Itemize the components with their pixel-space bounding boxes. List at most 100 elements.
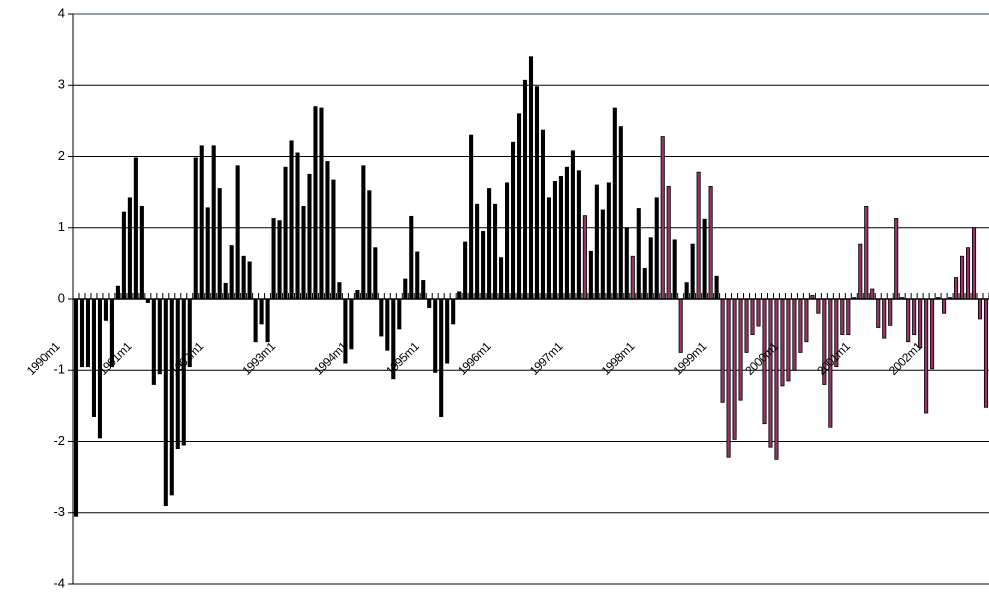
bar bbox=[528, 56, 534, 300]
bar bbox=[858, 243, 863, 300]
y-tick-label: 3 bbox=[58, 77, 65, 92]
bar bbox=[289, 140, 294, 300]
bar bbox=[636, 208, 641, 300]
bar bbox=[217, 188, 222, 300]
bar bbox=[732, 298, 737, 440]
bar bbox=[469, 134, 474, 300]
y-tick-label: -4 bbox=[53, 575, 65, 590]
bar bbox=[79, 298, 85, 368]
bar bbox=[169, 298, 174, 496]
bar bbox=[361, 165, 366, 300]
bar bbox=[337, 282, 342, 300]
bar bbox=[247, 261, 252, 300]
bar bbox=[409, 215, 414, 300]
bar bbox=[894, 218, 899, 300]
bar bbox=[618, 126, 623, 300]
bar bbox=[319, 107, 324, 300]
bar bbox=[977, 298, 983, 320]
bar bbox=[307, 173, 312, 300]
bar bbox=[331, 179, 336, 300]
bar bbox=[570, 150, 575, 300]
bar bbox=[505, 182, 510, 300]
bar bbox=[786, 298, 791, 382]
bar bbox=[235, 165, 240, 300]
bar bbox=[540, 129, 546, 300]
y-tick-label: 0 bbox=[58, 290, 65, 305]
bar bbox=[481, 230, 486, 300]
x-tick-label: 1999m1 bbox=[670, 339, 709, 378]
bar bbox=[546, 197, 552, 300]
bar bbox=[702, 218, 707, 300]
y-tick-label: 4 bbox=[58, 5, 65, 20]
bar bbox=[229, 245, 234, 300]
bar bbox=[648, 237, 653, 300]
bar bbox=[499, 257, 504, 300]
bar bbox=[606, 182, 611, 300]
bar bbox=[971, 227, 977, 300]
bar bbox=[205, 207, 210, 300]
bar bbox=[522, 79, 528, 300]
x-tick-label: 1993m1 bbox=[239, 339, 278, 378]
bar bbox=[983, 298, 989, 408]
bar bbox=[265, 298, 270, 343]
bar bbox=[133, 157, 138, 300]
bar bbox=[738, 298, 743, 401]
bar bbox=[558, 176, 563, 300]
bar bbox=[313, 106, 318, 300]
bar bbox=[91, 298, 97, 417]
bar bbox=[103, 298, 108, 321]
bar bbox=[552, 181, 557, 300]
y-tick-label: 1 bbox=[58, 219, 65, 234]
bar bbox=[403, 278, 408, 300]
bar bbox=[211, 145, 216, 300]
bar bbox=[253, 298, 258, 343]
bar bbox=[930, 298, 935, 370]
bar bbox=[912, 298, 917, 336]
bar bbox=[594, 184, 599, 300]
bar bbox=[666, 186, 671, 300]
bar bbox=[924, 298, 929, 414]
bar bbox=[756, 298, 761, 327]
bar bbox=[516, 113, 522, 300]
bar bbox=[487, 188, 492, 300]
bar bbox=[954, 277, 959, 300]
bar bbox=[624, 227, 629, 300]
bar bbox=[588, 250, 593, 300]
bar bbox=[564, 166, 569, 300]
bar bbox=[726, 298, 731, 458]
bar bbox=[277, 220, 282, 300]
bar bbox=[840, 298, 845, 336]
bar bbox=[642, 267, 647, 300]
x-tick-label: 1996m1 bbox=[455, 339, 494, 378]
bar bbox=[367, 190, 372, 300]
bar bbox=[965, 247, 971, 300]
bar bbox=[295, 152, 300, 300]
bar bbox=[576, 170, 581, 300]
bar bbox=[582, 215, 587, 300]
x-tick-label: 2002m1 bbox=[886, 339, 925, 378]
y-tick-label: -3 bbox=[53, 504, 65, 519]
bar bbox=[379, 298, 384, 337]
bar bbox=[433, 298, 438, 373]
bar bbox=[199, 145, 204, 300]
bar bbox=[768, 298, 773, 448]
bar bbox=[672, 239, 677, 300]
bar bbox=[882, 298, 887, 339]
bar bbox=[355, 290, 360, 300]
bar bbox=[301, 205, 306, 300]
bar bbox=[600, 209, 605, 300]
bar bbox=[720, 298, 725, 403]
bar bbox=[510, 141, 516, 300]
y-tick-label: -1 bbox=[53, 362, 65, 377]
bar bbox=[421, 280, 426, 300]
y-tick-label: -2 bbox=[53, 433, 65, 448]
bar bbox=[612, 107, 617, 300]
bar bbox=[385, 298, 390, 351]
bar bbox=[121, 211, 126, 300]
bar bbox=[493, 203, 498, 300]
bar bbox=[816, 298, 821, 314]
bar bbox=[271, 218, 276, 300]
bar bbox=[427, 298, 432, 308]
bar bbox=[774, 298, 779, 460]
